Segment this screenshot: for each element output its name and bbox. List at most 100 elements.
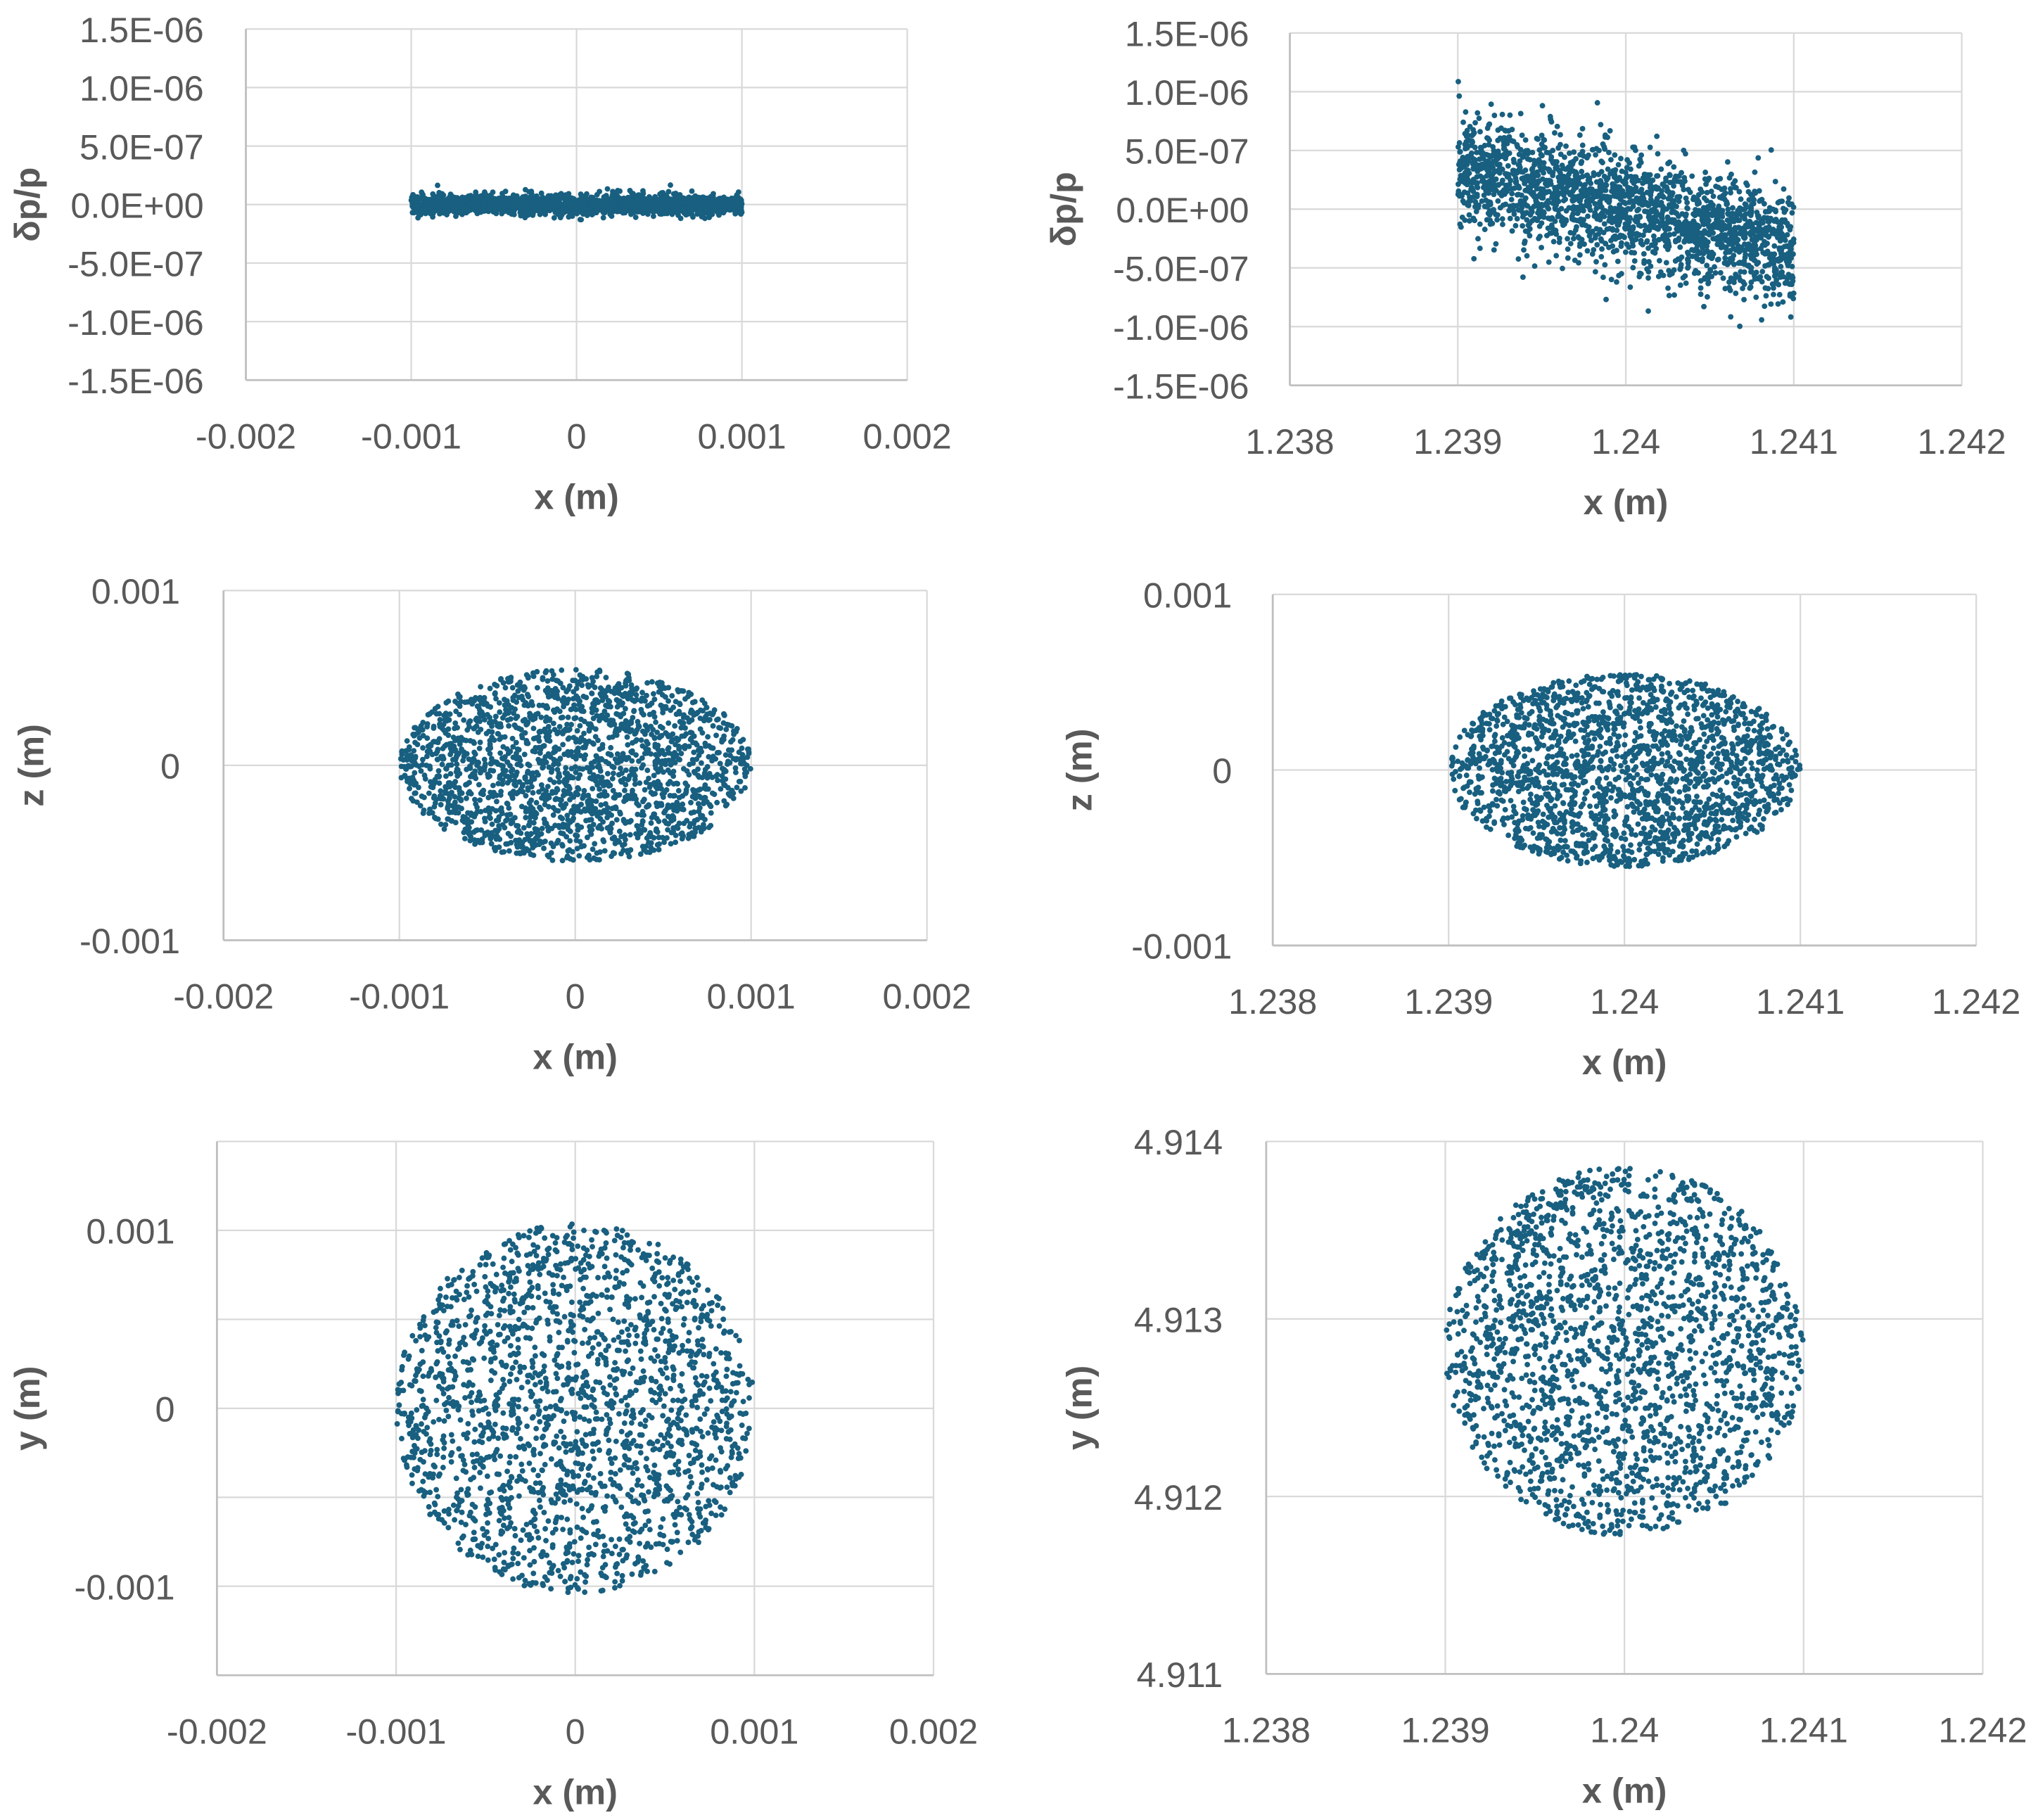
data-point: [1639, 202, 1645, 208]
data-point: [1553, 253, 1560, 259]
data-point: [1527, 220, 1533, 227]
data-point: [1464, 127, 1470, 134]
data-point: [721, 798, 727, 804]
data-point: [1596, 172, 1602, 177]
data-point: [1502, 189, 1508, 196]
data-point: [1630, 265, 1636, 271]
data-point: [1675, 256, 1681, 262]
data-point: [708, 193, 714, 200]
data-point: [687, 210, 693, 216]
data-point: [1456, 140, 1463, 146]
data-point: [1742, 225, 1747, 231]
data-point: [1696, 200, 1702, 206]
data-point: [1759, 317, 1765, 323]
data-point: [1731, 261, 1737, 267]
data-point: [483, 730, 490, 737]
data-point: [1724, 201, 1731, 207]
data-point: [537, 199, 544, 205]
data-point: [1475, 110, 1481, 116]
data-point: [1605, 134, 1611, 141]
data-point: [1765, 286, 1771, 292]
data-point: [1499, 111, 1505, 117]
data-point: [1705, 215, 1710, 221]
data-point: [1683, 280, 1689, 286]
data-point: [735, 189, 741, 195]
data-point: [1617, 174, 1623, 181]
data-point: [1779, 231, 1785, 237]
data-point: [1753, 269, 1759, 276]
data-point: [1681, 174, 1688, 181]
data-point: [1494, 162, 1501, 167]
data-point: [1597, 227, 1603, 233]
data-point: [1677, 266, 1683, 272]
data-point: [1617, 205, 1623, 210]
data-point: [1674, 210, 1680, 217]
data-point: [1507, 112, 1513, 118]
data-point: [1550, 148, 1556, 153]
data-point: [1567, 169, 1573, 175]
data-point: [1650, 184, 1656, 191]
data-point: [1612, 152, 1618, 158]
y-tick-label: -5.0E-07: [68, 244, 204, 284]
data-point: [1479, 174, 1486, 181]
data-point: [587, 199, 594, 205]
data-point: [1786, 201, 1792, 208]
data-point: [1536, 147, 1543, 153]
data-point: [487, 685, 493, 692]
data-point: [1682, 151, 1688, 157]
data-point: [1572, 257, 1578, 263]
data-point: [1579, 174, 1586, 179]
data-point: [1679, 170, 1685, 176]
y-tick-label: -5.0E-07: [1113, 248, 1249, 288]
data-point: [1658, 200, 1664, 205]
data-point: [506, 196, 512, 201]
data-point: [1725, 206, 1731, 212]
data-point: [1577, 132, 1583, 139]
data-point: [1743, 180, 1749, 186]
data-point: [490, 189, 496, 196]
data-point: [1558, 214, 1565, 220]
data-point: [737, 199, 742, 205]
data-point: [659, 834, 665, 841]
data-point: [1514, 216, 1520, 222]
data-point: [1567, 241, 1574, 247]
data-point: [1631, 250, 1638, 256]
data-point: [1715, 184, 1721, 191]
y-tick-label: -1.0E-06: [68, 303, 204, 343]
data-point: [1539, 103, 1546, 109]
data-point: [497, 709, 503, 715]
data-point: [1706, 274, 1712, 281]
data-point: [688, 799, 694, 806]
data-point: [599, 756, 605, 763]
data-point: [734, 784, 740, 791]
data-point: [1485, 198, 1491, 205]
data-point: [1524, 253, 1530, 259]
data-point: [1608, 276, 1615, 283]
data-point: [435, 768, 442, 774]
data-point: [1753, 246, 1759, 253]
data-point: [1783, 279, 1790, 286]
data-point: [1658, 166, 1664, 172]
data-point: [1707, 268, 1714, 274]
data-point: [1634, 233, 1641, 238]
data-point: [1529, 167, 1535, 172]
data-point: [1698, 291, 1704, 298]
data-point: [1731, 279, 1737, 286]
data-point: [1654, 133, 1660, 139]
data-point: [716, 749, 722, 756]
data-point: [1691, 248, 1698, 254]
data-point: [1697, 250, 1703, 256]
data-point: [1780, 299, 1786, 305]
data-point: [591, 855, 597, 861]
data-point: [627, 188, 633, 193]
data-point: [1752, 257, 1758, 264]
data-point: [1641, 260, 1647, 266]
data-point: [1615, 214, 1622, 220]
data-point: [1689, 226, 1695, 232]
data-point: [506, 848, 512, 854]
data-point: [493, 206, 499, 212]
data-point: [563, 200, 570, 206]
data-point: [1638, 186, 1645, 193]
data-point: [1517, 200, 1524, 206]
data-point: [1641, 250, 1647, 257]
